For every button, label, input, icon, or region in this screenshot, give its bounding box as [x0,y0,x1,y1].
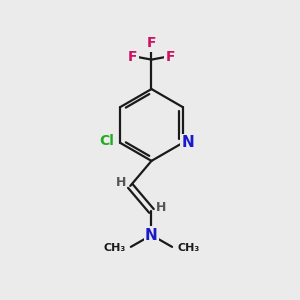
Text: Cl: Cl [100,134,115,148]
Text: N: N [145,228,158,243]
Text: F: F [147,36,156,50]
Text: F: F [165,50,175,64]
Text: CH₃: CH₃ [177,243,199,253]
Text: F: F [128,50,138,64]
Text: H: H [156,201,166,214]
Text: CH₃: CH₃ [103,243,126,253]
Text: N: N [182,135,194,150]
Text: H: H [116,176,126,189]
